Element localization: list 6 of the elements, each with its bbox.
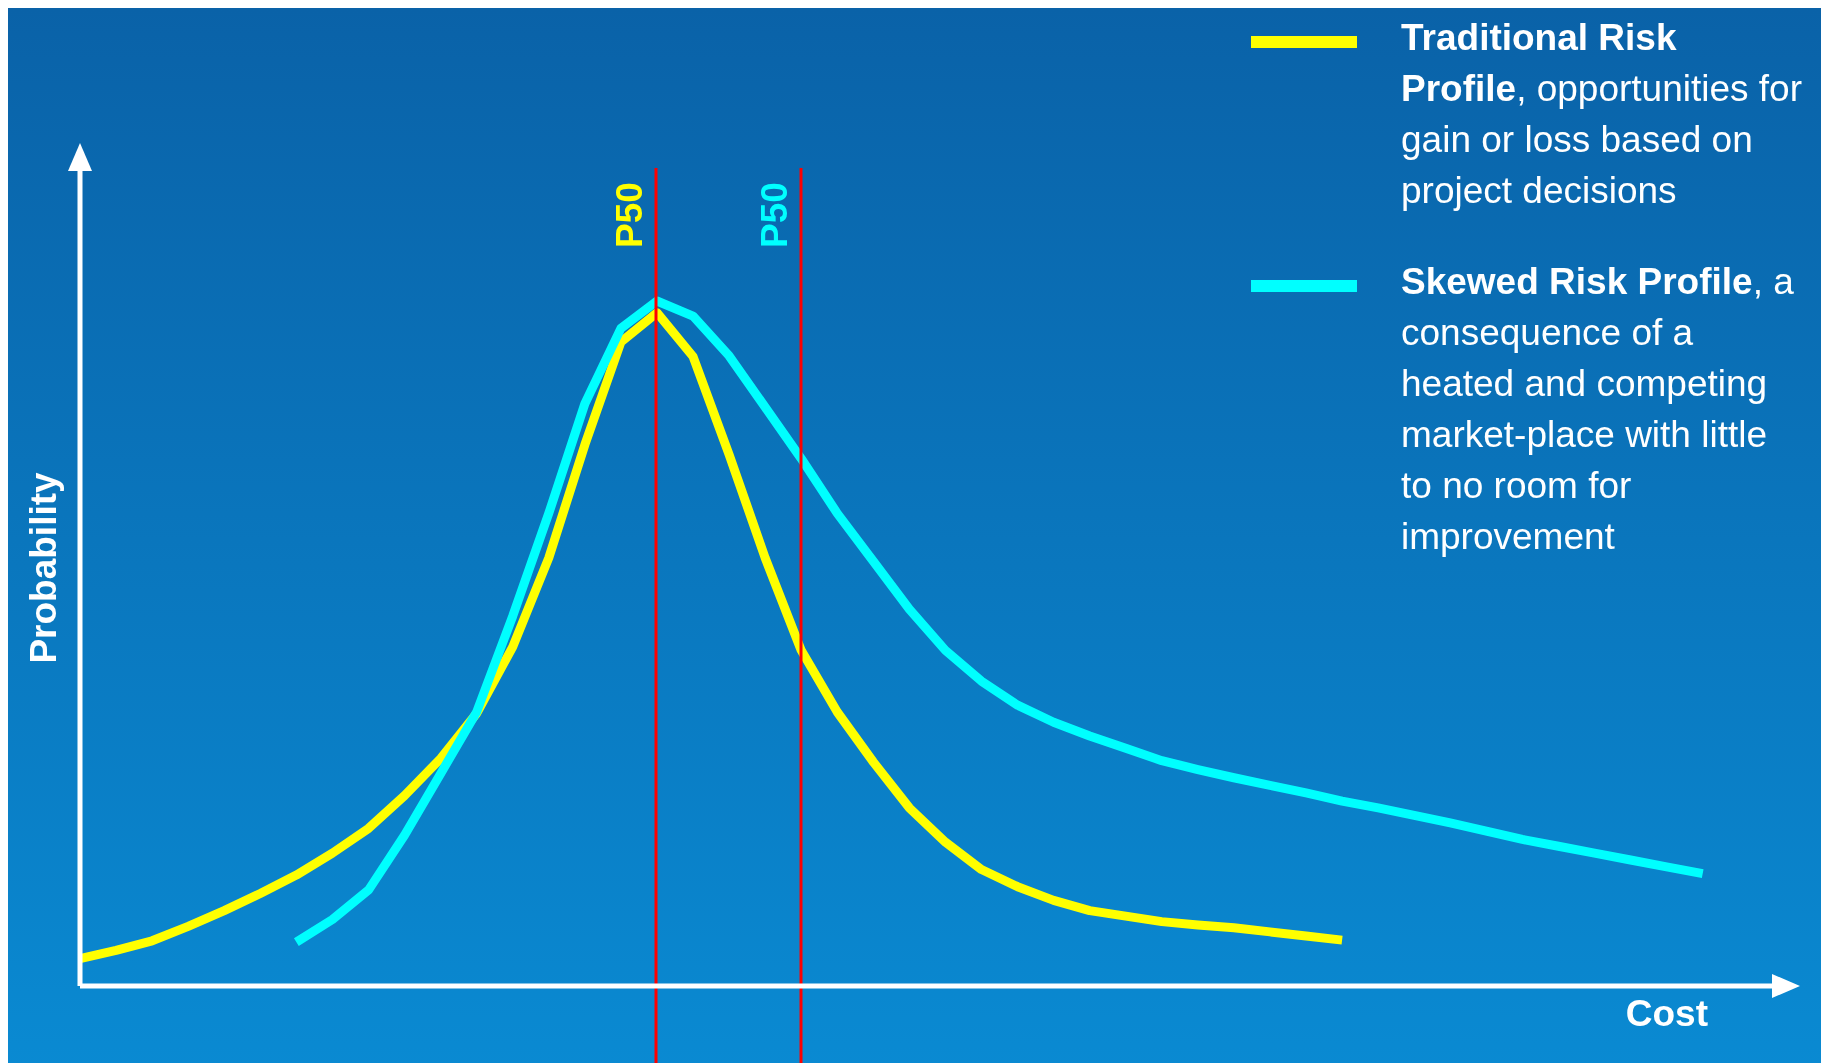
legend-label: Traditional Risk Profile, opportunities for gain or loss based on project decisions bbox=[1401, 16, 1804, 213]
text: Skewed Risk Profile, a consequence of a heated and competing market-place with little to no room for improvement bbox=[1401, 261, 1794, 557]
text: P50 bbox=[609, 182, 650, 248]
text: P50 bbox=[754, 182, 795, 248]
x-axis-title: Cost bbox=[1625, 993, 1708, 1034]
y-axis-title: Probability bbox=[23, 471, 64, 664]
